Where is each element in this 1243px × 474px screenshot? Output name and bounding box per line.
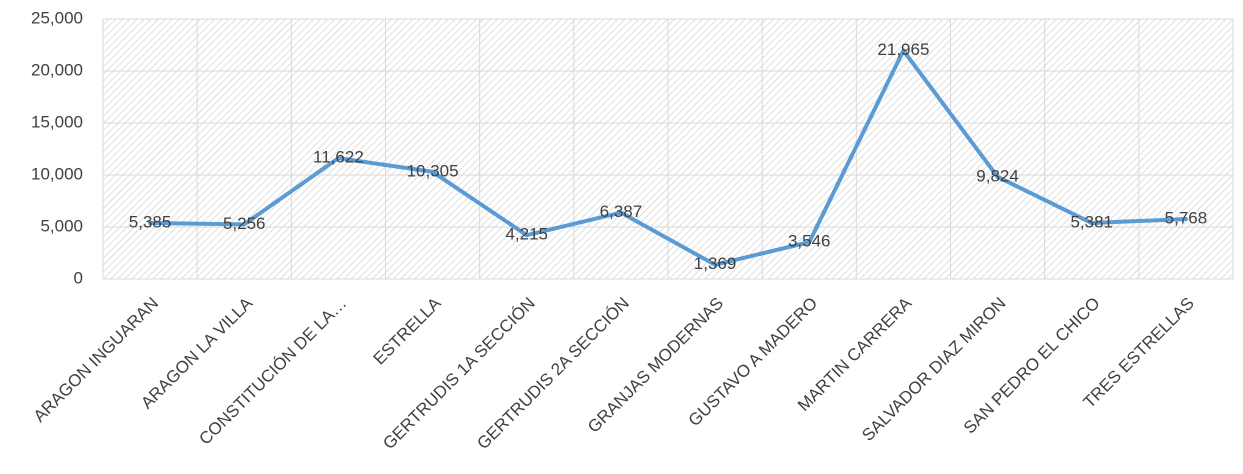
y-tick-label: 5,000	[40, 216, 83, 235]
data-label: 5,381	[1070, 213, 1113, 232]
data-label: 3,546	[788, 232, 831, 251]
x-tick-label: GERTRUDIS 1A SECCIÓN	[379, 294, 539, 454]
line	[148, 48, 1188, 267]
data-label: 6,387	[600, 202, 643, 221]
x-tick-label: GERTRUDIS 2A SECCIÓN	[473, 294, 633, 454]
data-label: 10,305	[407, 161, 459, 180]
y-tick-label: 25,000	[31, 8, 83, 27]
y-tick-label: 10,000	[31, 164, 83, 183]
data-label: 9,824	[976, 166, 1019, 185]
data-label: 5,385	[129, 212, 172, 231]
data-label: 5,768	[1165, 208, 1208, 227]
x-tick-label: ESTRELLA	[370, 293, 445, 368]
data-label: 21,965	[877, 40, 929, 59]
data-label: 1,369	[694, 254, 737, 273]
x-tick-label: ARAGON INGUARAN	[30, 294, 162, 426]
data-label: 4,215	[505, 225, 548, 244]
y-tick-label: 15,000	[31, 112, 83, 131]
data-label: 11,622	[313, 148, 364, 167]
data-label: 5,256	[223, 214, 266, 233]
y-tick-label: 20,000	[31, 60, 83, 79]
y-tick-label: 0	[74, 268, 83, 287]
